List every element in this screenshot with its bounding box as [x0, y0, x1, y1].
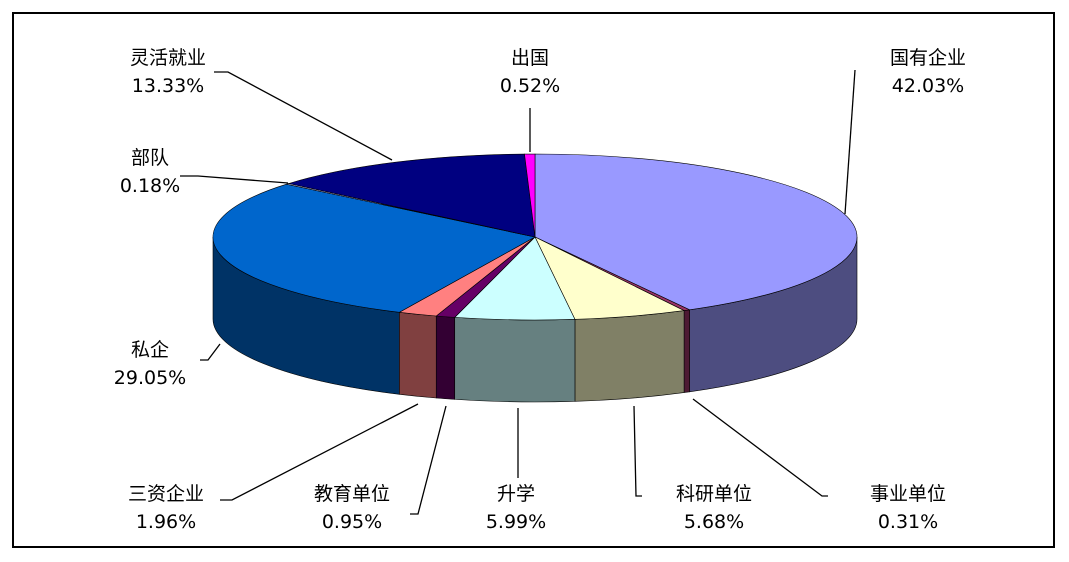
leader-line-2	[633, 405, 642, 497]
slice-label-value-2: 5.68%	[684, 511, 744, 533]
slice-label-value-3: 5.99%	[486, 511, 546, 533]
pie-slice-8	[287, 153, 536, 238]
slice-label-name-4: 教育单位	[314, 483, 390, 505]
pie-side-3	[454, 317, 576, 403]
pie-side-1	[683, 309, 690, 393]
pie-slice-9	[524, 153, 536, 238]
pie-slice-3	[454, 236, 576, 321]
leader-line-1	[692, 398, 828, 497]
pie-side-2	[574, 310, 685, 402]
slice-label-name-8: 灵活就业	[130, 47, 206, 69]
slice-label-name-3: 升学	[497, 483, 535, 505]
slice-label-value-0: 42.03%	[892, 75, 964, 97]
pie-side-5	[399, 311, 437, 399]
leader-line-6	[200, 343, 221, 361]
slice-label-name-7: 部队	[131, 147, 169, 169]
slice-label-value-1: 0.31%	[878, 511, 938, 533]
leader-line-0	[844, 69, 856, 215]
slice-label-value-6: 29.05%	[114, 367, 186, 389]
slice-label-value-4: 0.95%	[322, 511, 382, 533]
leader-line-4	[410, 405, 447, 515]
leader-line-5	[220, 403, 419, 501]
slice-label-name-9: 出国	[511, 47, 549, 69]
pie-slice-0	[534, 153, 858, 311]
slice-label-name-1: 事业单位	[870, 483, 946, 505]
slice-label-name-5: 三资企业	[128, 483, 204, 505]
slice-label-name-0: 国有企业	[890, 47, 966, 69]
slice-label-value-8: 13.33%	[132, 75, 204, 97]
slice-label-name-6: 私企	[131, 339, 169, 361]
leader-line-7	[180, 175, 289, 184]
pie-side-4	[435, 315, 456, 400]
pie-slice-6	[212, 183, 536, 313]
slice-label-value-7: 0.18%	[120, 175, 180, 197]
leader-line-8	[214, 71, 393, 161]
slice-label-value-9: 0.52%	[500, 75, 560, 97]
slice-label-name-2: 科研单位	[676, 483, 752, 505]
slice-label-value-5: 1.96%	[136, 511, 196, 533]
